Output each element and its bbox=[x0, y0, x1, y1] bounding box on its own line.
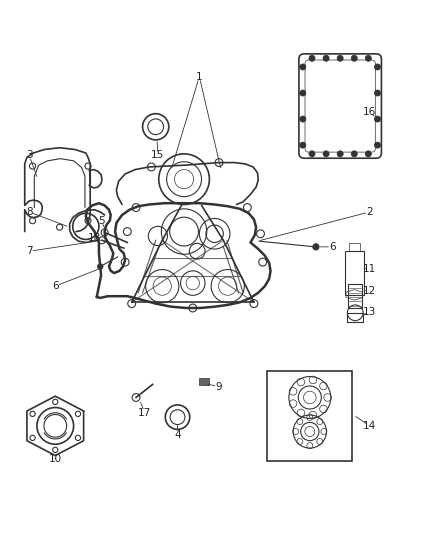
Bar bbox=[267, 372, 352, 461]
Circle shape bbox=[351, 55, 357, 61]
Text: 5: 5 bbox=[98, 216, 104, 225]
Text: 6: 6 bbox=[52, 281, 59, 291]
Text: 12: 12 bbox=[363, 286, 376, 295]
Text: 16: 16 bbox=[363, 107, 376, 117]
Text: 9: 9 bbox=[215, 382, 223, 392]
Text: 7: 7 bbox=[26, 246, 32, 256]
Circle shape bbox=[374, 142, 381, 148]
Circle shape bbox=[300, 90, 306, 96]
Circle shape bbox=[374, 90, 381, 96]
Text: 11: 11 bbox=[363, 264, 376, 273]
Bar bbox=[199, 378, 209, 385]
Text: 17: 17 bbox=[138, 408, 152, 418]
Circle shape bbox=[98, 264, 103, 269]
Text: 18: 18 bbox=[88, 233, 101, 243]
Circle shape bbox=[337, 55, 343, 61]
Circle shape bbox=[309, 55, 315, 61]
Circle shape bbox=[300, 142, 306, 148]
Text: 10: 10 bbox=[49, 454, 62, 464]
Circle shape bbox=[300, 116, 306, 122]
Bar bbox=[347, 313, 363, 322]
Circle shape bbox=[300, 64, 306, 70]
Text: 3: 3 bbox=[26, 150, 32, 160]
Circle shape bbox=[323, 151, 329, 157]
Circle shape bbox=[323, 55, 329, 61]
Circle shape bbox=[374, 116, 381, 122]
Circle shape bbox=[365, 151, 371, 157]
Text: 15: 15 bbox=[151, 150, 165, 160]
Circle shape bbox=[337, 151, 343, 157]
Circle shape bbox=[309, 151, 315, 157]
Circle shape bbox=[313, 244, 319, 250]
Text: 13: 13 bbox=[363, 308, 376, 317]
Text: 8: 8 bbox=[26, 207, 32, 217]
Text: 4: 4 bbox=[174, 430, 181, 440]
Circle shape bbox=[374, 64, 381, 70]
Bar bbox=[348, 285, 362, 309]
Text: 6: 6 bbox=[329, 242, 336, 252]
Bar bbox=[345, 251, 364, 295]
Text: 14: 14 bbox=[363, 421, 376, 431]
Circle shape bbox=[365, 55, 371, 61]
Circle shape bbox=[351, 151, 357, 157]
Bar bbox=[349, 244, 360, 251]
Text: 2: 2 bbox=[366, 207, 373, 217]
Text: 1: 1 bbox=[196, 71, 203, 82]
